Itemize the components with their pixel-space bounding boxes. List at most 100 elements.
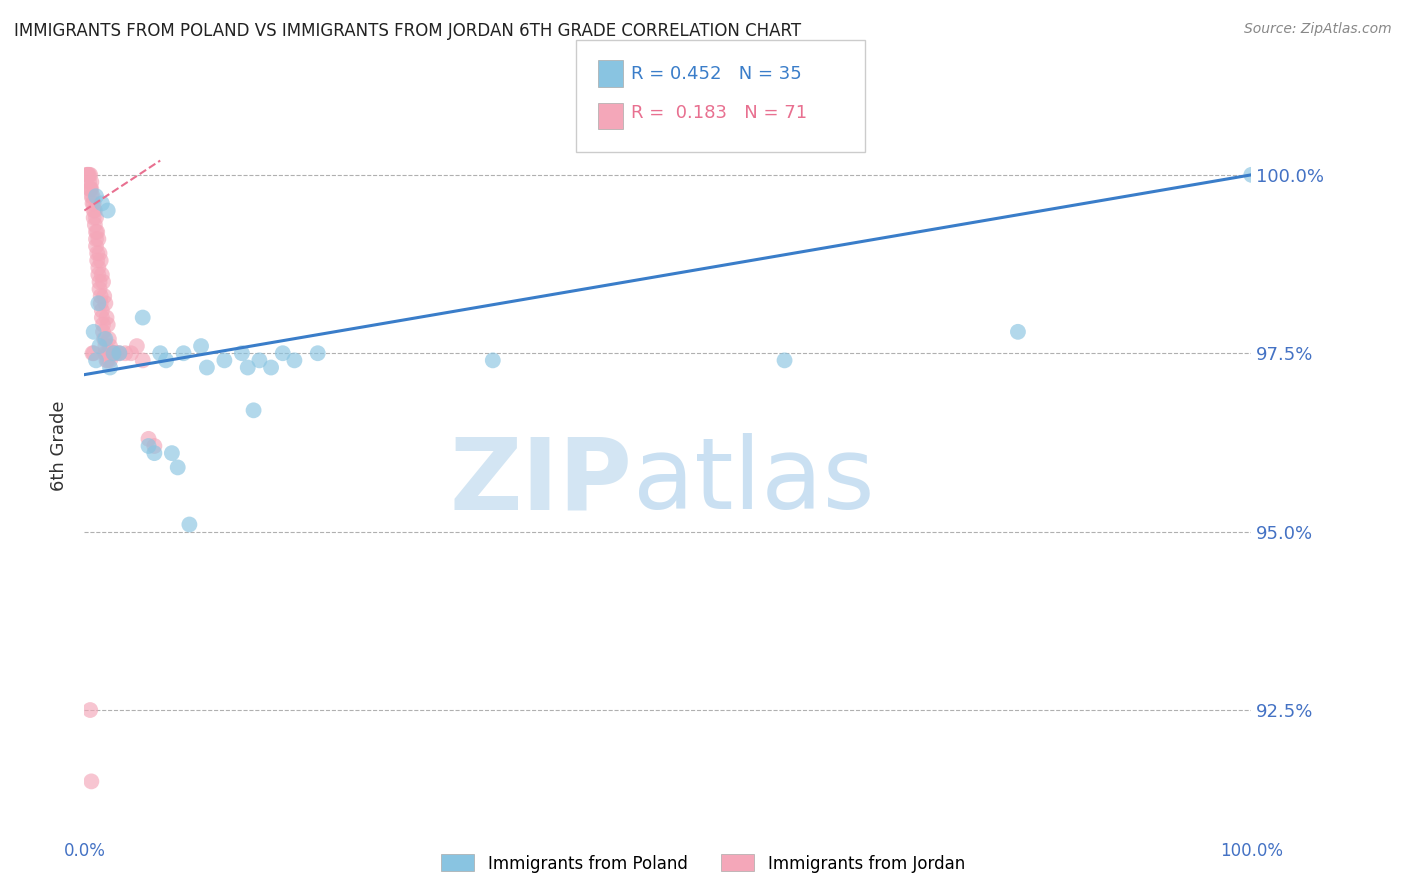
Point [98,360,121,375]
Point [114,346,136,360]
Y-axis label: 6th Grade: 6th Grade [51,401,69,491]
Point [86,246,108,260]
Point [86,225,108,239]
Point [96,310,118,325]
Point [98,353,121,368]
Point [166,460,188,475]
Point [481,353,505,368]
Point [195,360,218,375]
Point [271,346,294,360]
Point [76,168,98,182]
Point [76,168,98,182]
Point [84,211,107,225]
Point [94,346,117,360]
Point [1240,168,1263,182]
Point [91,318,114,332]
Point [79,703,101,717]
Point [773,353,796,368]
Point [93,289,115,303]
Point [89,275,111,289]
Point [125,339,148,353]
Point [149,346,172,360]
Point [105,346,128,360]
Point [86,253,108,268]
Point [98,339,121,353]
Point [236,360,259,375]
Point [97,346,120,360]
Point [77,175,100,189]
Point [87,296,110,310]
Point [160,446,183,460]
Text: Source: ZipAtlas.com: Source: ZipAtlas.com [1244,22,1392,37]
Point [132,353,155,368]
Point [79,182,101,196]
Point [173,346,195,360]
Point [104,346,127,360]
Point [91,325,114,339]
Point [77,168,100,182]
Point [82,346,104,360]
Point [89,246,111,260]
Point [83,196,105,211]
Point [132,310,155,325]
Text: 100.0%: 100.0% [1220,842,1282,860]
Point [90,296,112,310]
Point [94,332,117,346]
Point [143,439,166,453]
Point [103,346,125,360]
Point [84,239,107,253]
Point [82,196,104,211]
Point [79,168,101,182]
Legend: Immigrants from Poland, Immigrants from Jordan: Immigrants from Poland, Immigrants from … [434,847,972,880]
Point [97,353,120,368]
Point [83,218,105,232]
Point [242,403,264,417]
Point [90,196,112,211]
Point [80,182,103,196]
Point [76,168,98,182]
Point [307,346,329,360]
Point [89,339,111,353]
Text: IMMIGRANTS FROM POLAND VS IMMIGRANTS FROM JORDAN 6TH GRADE CORRELATION CHART: IMMIGRANTS FROM POLAND VS IMMIGRANTS FRO… [14,22,801,40]
Point [101,346,124,360]
Text: atlas: atlas [633,434,875,530]
Point [83,203,105,218]
Point [94,339,117,353]
Point [283,353,305,368]
Point [190,339,212,353]
Point [108,346,131,360]
Text: ZIP: ZIP [450,434,633,530]
Point [1007,325,1029,339]
Point [97,346,120,360]
Text: R = 0.452   N = 35: R = 0.452 N = 35 [631,65,801,83]
Point [89,282,111,296]
Point [103,346,125,360]
Point [83,325,105,339]
Point [84,189,107,203]
Point [96,353,118,368]
Point [87,260,110,275]
Point [90,253,112,268]
Point [90,310,112,325]
Point [100,346,122,360]
Point [80,774,103,789]
Point [93,332,115,346]
Point [143,446,166,460]
Point [90,268,112,282]
Point [82,189,104,203]
Point [90,303,112,318]
Point [84,353,107,368]
Point [84,232,107,246]
Point [100,346,122,360]
Point [120,346,142,360]
Point [80,189,103,203]
Point [80,175,103,189]
Point [90,289,112,303]
Point [84,225,107,239]
Point [108,346,131,360]
Point [83,346,105,360]
Point [97,318,120,332]
Point [87,268,110,282]
Point [83,211,105,225]
Point [138,439,160,453]
